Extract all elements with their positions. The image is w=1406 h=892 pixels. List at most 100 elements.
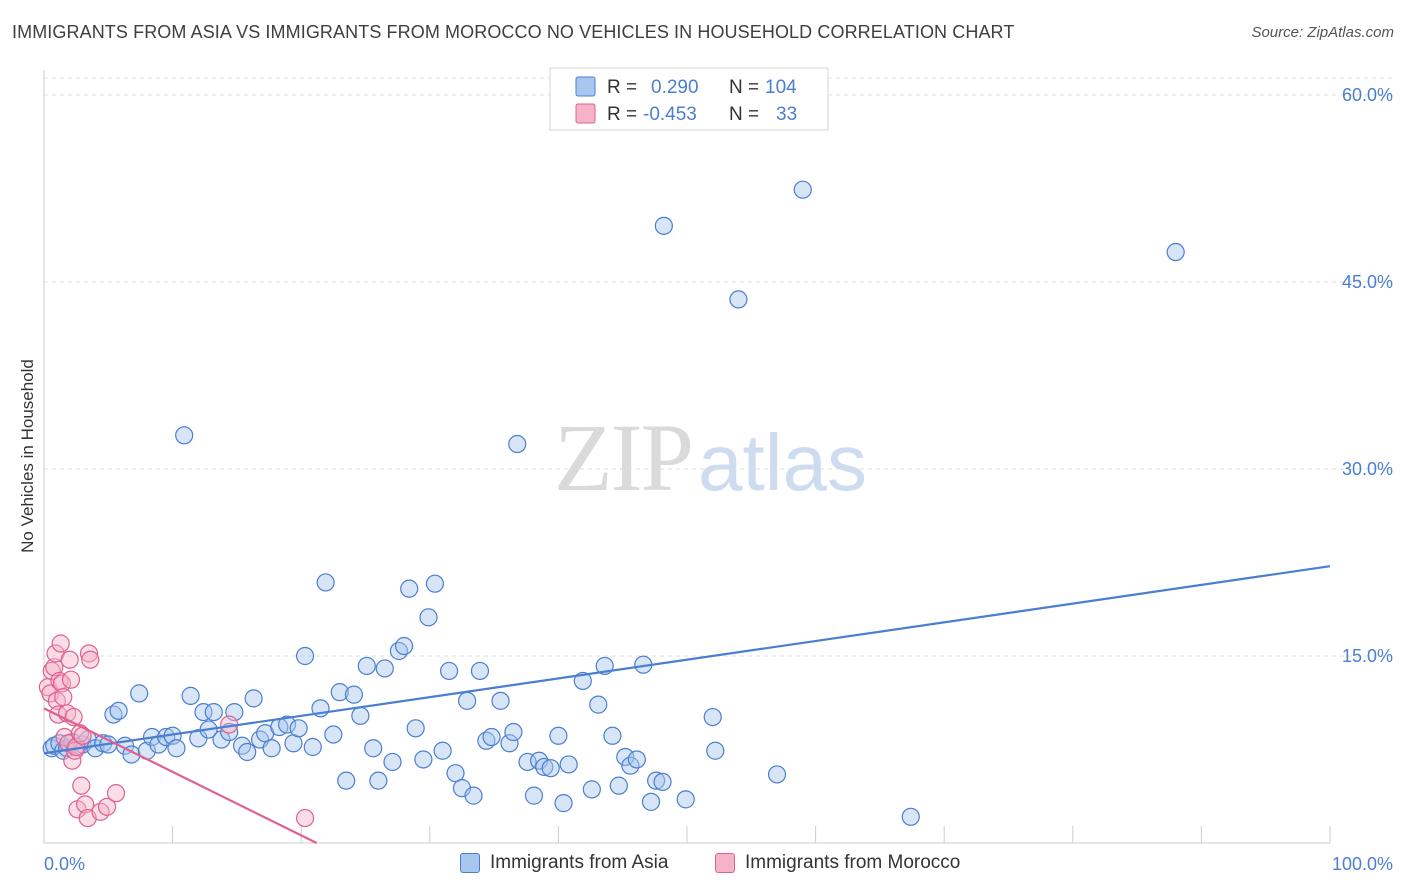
asia-point-84 bbox=[573, 671, 592, 691]
asia-point-98 bbox=[676, 790, 695, 809]
y-tick-labels: 15.0% 30.0% 45.0% 60.0% bbox=[1342, 85, 1393, 666]
asia-point-24 bbox=[181, 686, 200, 705]
asia-point-42 bbox=[295, 646, 315, 666]
chart-title: IMMIGRANTS FROM ASIA VS IMMIGRANTS FROM … bbox=[12, 22, 1015, 42]
legend-swatch-asia bbox=[575, 76, 596, 97]
asia-point-61 bbox=[419, 608, 438, 627]
asia-point-48 bbox=[337, 771, 356, 790]
asia-point-67 bbox=[457, 691, 477, 710]
legend-r-value-asia: 0.290 bbox=[651, 77, 699, 98]
asia-point-72 bbox=[491, 691, 510, 710]
asia-point-56 bbox=[389, 641, 409, 661]
asia-point-75 bbox=[508, 434, 527, 454]
bottom-legend: Immigrants from Asia Immigrants from Mor… bbox=[0, 852, 1406, 880]
legend-r-value-morocco: -0.453 bbox=[643, 104, 697, 125]
legend-n-value-asia: 104 bbox=[765, 77, 797, 98]
asia-point-94 bbox=[641, 792, 661, 811]
asia-point-43 bbox=[303, 737, 322, 757]
x-tick-label-0: 0.0% bbox=[44, 854, 85, 874]
asia-point-81 bbox=[549, 726, 568, 745]
bottom-legend-asia: Immigrants from Asia bbox=[460, 852, 668, 874]
asia-point-47 bbox=[330, 683, 349, 702]
asia-point-50 bbox=[351, 706, 370, 725]
bottom-legend-swatch-morocco bbox=[715, 853, 735, 873]
asia-point-89 bbox=[609, 776, 628, 795]
asia-point-45 bbox=[316, 573, 335, 592]
legend: R = 0.290 N = 104 R = -0.453 N = 33 bbox=[549, 67, 829, 131]
y-tick-label-3: 60.0% bbox=[1342, 85, 1393, 105]
asia-point-83 bbox=[559, 755, 578, 774]
asia-point-68 bbox=[464, 786, 483, 805]
series-asia-points bbox=[42, 180, 1185, 826]
asia-point-104 bbox=[901, 807, 920, 826]
asia-point-13 bbox=[109, 701, 128, 720]
y-tick-label-0: 15.0% bbox=[1342, 646, 1393, 666]
legend-n-value-morocco: 33 bbox=[776, 104, 797, 125]
morocco-point-32 bbox=[295, 808, 315, 828]
asia-point-60 bbox=[414, 750, 433, 769]
asia-point-23 bbox=[175, 426, 194, 445]
asia-point-49 bbox=[344, 685, 364, 704]
asia-point-65 bbox=[446, 764, 465, 783]
asia-point-76 bbox=[518, 752, 537, 772]
bottom-legend-label-asia: Immigrants from Asia bbox=[490, 852, 669, 873]
asia-point-101 bbox=[729, 290, 748, 309]
asia-point-62 bbox=[425, 574, 445, 593]
morocco-point-9 bbox=[52, 674, 72, 693]
asia-point-16 bbox=[130, 684, 149, 703]
asia-point-64 bbox=[439, 661, 459, 681]
asia-point-55 bbox=[383, 752, 402, 772]
morocco-point-27 bbox=[81, 650, 100, 669]
trend-line-morocco bbox=[43, 707, 318, 844]
legend-box bbox=[549, 67, 829, 131]
asia-point-69 bbox=[470, 661, 490, 681]
asia-point-95 bbox=[647, 771, 666, 790]
asia-point-59 bbox=[406, 719, 425, 738]
trend-line-asia bbox=[43, 565, 1331, 755]
asia-point-90 bbox=[616, 747, 635, 767]
asia-point-96 bbox=[653, 772, 672, 792]
grid-lines bbox=[44, 77, 1392, 657]
asia-point-46 bbox=[324, 725, 343, 744]
trend-lines bbox=[43, 565, 1331, 844]
asia-point-53 bbox=[369, 771, 388, 790]
morocco-point-30 bbox=[106, 784, 126, 803]
asia-point-77 bbox=[524, 786, 544, 805]
asia-point-92 bbox=[627, 750, 646, 769]
x-tick-labels: 0.0% 100.0% bbox=[44, 854, 1393, 874]
asia-point-80 bbox=[541, 759, 560, 778]
bottom-legend-morocco: Immigrants from Morocco bbox=[715, 852, 960, 874]
asia-point-34 bbox=[244, 689, 263, 708]
asia-point-37 bbox=[262, 739, 281, 758]
asia-point-99 bbox=[703, 707, 722, 727]
asia-point-71 bbox=[482, 727, 501, 747]
asia-point-79 bbox=[535, 757, 554, 777]
asia-point-41 bbox=[289, 719, 308, 738]
bottom-legend-label-morocco: Immigrants from Morocco bbox=[745, 852, 961, 873]
axes bbox=[43, 70, 1331, 844]
legend-n-label-morocco: N = bbox=[729, 104, 759, 125]
morocco-point-8 bbox=[51, 634, 70, 653]
legend-r-label-asia: R = bbox=[607, 77, 637, 98]
asia-point-86 bbox=[589, 695, 608, 714]
asia-point-22 bbox=[167, 739, 186, 758]
legend-r-label-morocco: R = bbox=[607, 104, 637, 125]
morocco-point-10 bbox=[54, 688, 73, 707]
asia-point-26 bbox=[194, 702, 213, 722]
x-tick-label-1: 100.0% bbox=[1332, 854, 1393, 874]
asia-point-82 bbox=[554, 794, 573, 813]
source-label: Source: ZipAtlas.com bbox=[1251, 24, 1394, 41]
legend-n-label-asia: N = bbox=[729, 77, 759, 98]
asia-point-103 bbox=[793, 180, 812, 199]
asia-point-57 bbox=[394, 636, 414, 656]
asia-point-28 bbox=[204, 702, 223, 722]
asia-point-100 bbox=[706, 741, 725, 760]
asia-point-29 bbox=[212, 730, 231, 749]
y-tick-label-1: 30.0% bbox=[1342, 459, 1393, 479]
morocco-point-22 bbox=[72, 776, 91, 795]
watermark-atlas: atlas bbox=[698, 418, 867, 507]
asia-point-73 bbox=[500, 734, 519, 753]
morocco-point-15 bbox=[61, 670, 81, 689]
morocco-point-29 bbox=[97, 797, 117, 816]
